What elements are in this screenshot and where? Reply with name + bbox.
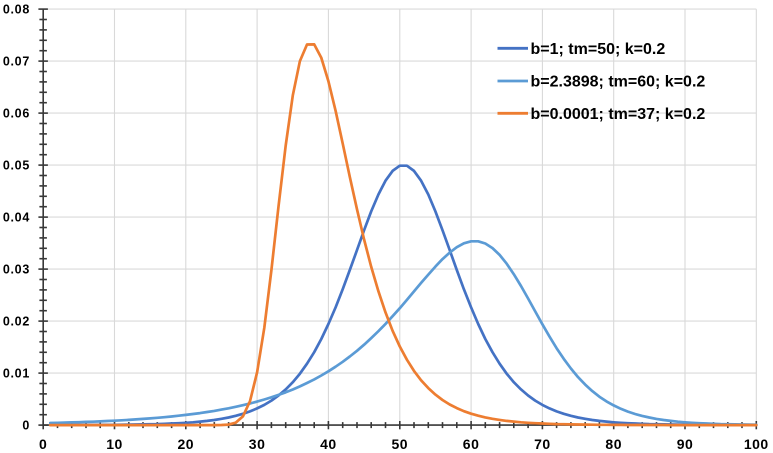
svg-text:0.01: 0.01 (3, 367, 30, 381)
svg-text:10: 10 (106, 436, 123, 452)
svg-text:90: 90 (677, 436, 694, 452)
svg-text:b=0.0001; tm=37; k=0.2: b=0.0001; tm=37; k=0.2 (531, 106, 706, 123)
svg-text:0.05: 0.05 (3, 159, 30, 173)
svg-text:0.08: 0.08 (3, 3, 30, 17)
svg-text:0.03: 0.03 (3, 263, 30, 277)
svg-text:80: 80 (605, 436, 622, 452)
svg-text:40: 40 (320, 436, 337, 452)
svg-text:0.04: 0.04 (3, 211, 30, 225)
svg-text:70: 70 (534, 436, 551, 452)
svg-text:0: 0 (39, 436, 47, 452)
svg-text:100: 100 (744, 436, 769, 452)
svg-text:0.02: 0.02 (3, 315, 30, 329)
svg-text:30: 30 (249, 436, 266, 452)
svg-text:50: 50 (392, 436, 409, 452)
svg-text:0: 0 (22, 419, 30, 433)
svg-text:0.07: 0.07 (3, 55, 30, 69)
svg-text:b=1; tm=50; k=0.2: b=1; tm=50; k=0.2 (531, 41, 666, 58)
svg-text:20: 20 (178, 436, 195, 452)
svg-text:0.06: 0.06 (3, 107, 30, 121)
svg-text:b=2.3898; tm=60; k=0.2: b=2.3898; tm=60; k=0.2 (531, 74, 706, 91)
svg-text:60: 60 (463, 436, 480, 452)
